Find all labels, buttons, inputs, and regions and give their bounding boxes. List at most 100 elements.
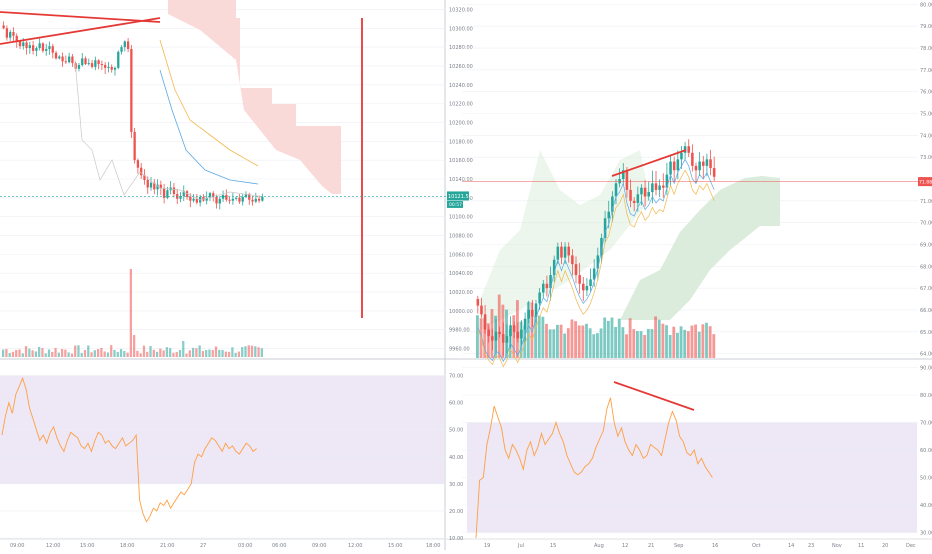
left-volume-bar — [169, 348, 172, 357]
left-candle-body — [71, 56, 74, 64]
left-volume-bar — [155, 351, 159, 357]
right-candle-body — [712, 168, 716, 177]
left-candle-body — [189, 196, 192, 201]
left-price-tick-label: 10180.00 — [449, 139, 473, 145]
right-volume-bar — [665, 325, 668, 358]
left-candle-body — [162, 188, 166, 198]
left-candle-body — [244, 194, 248, 197]
right-price-tick-label: 70.00 — [920, 221, 932, 227]
left-volume-bar — [195, 348, 198, 357]
left-volume-bar — [100, 347, 103, 357]
right-price-tick-label: 67.00 — [920, 286, 932, 292]
left-volume-bar — [146, 351, 149, 357]
right-volume-bar — [577, 325, 581, 358]
right-volume-bar — [646, 328, 650, 358]
left-price-tick-label: 10060.00 — [449, 252, 473, 258]
right-volume-bar — [712, 334, 716, 358]
left-price-tick-label: 10160.00 — [449, 158, 473, 164]
left-baseline-line — [159, 69, 259, 185]
left-price-tick-label: 10100.00 — [449, 215, 473, 221]
left-candle-body — [205, 197, 208, 201]
left-trendline-lower — [0, 17, 161, 45]
left-volume-bar — [113, 349, 116, 357]
right-candle-body — [512, 325, 516, 332]
right-volume-bar — [668, 334, 672, 358]
right-price-tick-label: 69.00 — [920, 242, 932, 248]
right-volume-bar — [650, 329, 654, 358]
right-candle-body — [691, 152, 694, 166]
right-volume-bar — [552, 329, 556, 358]
left-candle-body — [231, 198, 235, 201]
right-candle-body — [516, 331, 520, 339]
right-time-tick-label: 23 — [808, 543, 814, 549]
left-volume-bar — [47, 349, 51, 357]
left-candle-body — [140, 167, 143, 176]
left-volume-bar — [218, 349, 221, 357]
left-time-tick-label: 18:00 — [120, 543, 134, 549]
right-volume-bar — [581, 325, 585, 358]
right-price-tick-label: 75.00 — [920, 112, 932, 118]
left-candle-body — [130, 48, 133, 132]
left-volume-bar — [185, 353, 188, 357]
left-volume-bar — [165, 347, 169, 357]
left-candle-body — [218, 198, 221, 204]
left-volume-bar — [11, 351, 15, 357]
left-volume-bar — [60, 348, 64, 357]
left-volume-bar — [44, 353, 47, 357]
left-volume-bar — [188, 350, 191, 357]
left-volume-bar — [31, 350, 34, 357]
right-candle-body — [592, 268, 596, 280]
left-volume-bar — [205, 350, 208, 357]
left-candle-body — [25, 42, 28, 49]
left-volume-bar — [254, 346, 257, 357]
right-candle-body — [603, 218, 607, 238]
right-time-tick-label: 21 — [648, 543, 654, 549]
right-time-tick-label: Oct — [752, 543, 761, 549]
left-volume-bar — [159, 348, 162, 357]
right-volume-bar — [559, 324, 563, 358]
right-candle-body — [476, 299, 480, 306]
left-candle-body — [28, 45, 31, 49]
left-candle-body — [35, 48, 38, 51]
left-candle-body — [84, 58, 87, 65]
left-volume-bar — [15, 350, 18, 357]
left-candle-body — [153, 182, 156, 190]
right-volume-bar — [610, 317, 614, 358]
right-volume-bar — [588, 328, 592, 358]
right-volume-bar — [545, 323, 548, 358]
left-rsi-tick-label: 30.00 — [449, 482, 463, 488]
left-volume-bar — [87, 345, 90, 357]
left-volume-bar — [224, 351, 227, 357]
left-candle-body — [149, 182, 153, 188]
left-volume-bar — [74, 345, 77, 357]
right-price-tick-label: 74.00 — [920, 133, 932, 139]
left-candle-body — [228, 199, 231, 201]
right-candle-body — [687, 146, 690, 153]
left-candle-body — [254, 198, 257, 202]
right-candle-body — [556, 246, 560, 260]
left-rsi-tick-label: 20.00 — [449, 509, 463, 515]
left-candle-body — [54, 52, 58, 59]
left-volume-bar — [123, 351, 126, 357]
right-time-tick-label: Nov — [832, 543, 842, 549]
right-rsi-tick-label: 80.00 — [920, 393, 932, 399]
right-volume-bar — [661, 323, 665, 358]
left-volume-bar — [116, 351, 119, 357]
right-volume-bar — [639, 331, 643, 358]
left-volume-bar — [136, 350, 139, 357]
left-candle-body — [241, 196, 244, 202]
left-candle-body — [110, 66, 113, 70]
left-rsi-tick-label: 10.00 — [449, 536, 463, 542]
right-candle-body — [636, 194, 640, 204]
right-candle-body — [672, 161, 676, 171]
right-volume-bar — [621, 327, 625, 358]
left-candle-body — [58, 56, 61, 59]
right-candle-body — [567, 246, 570, 256]
left-price-tick-label: 10040.00 — [449, 271, 473, 277]
left-candle-body — [90, 63, 94, 67]
right-volume-bar — [570, 319, 574, 358]
right-price-tick-label: 66.00 — [920, 308, 932, 314]
left-rsi-tick-label: 60.00 — [449, 401, 463, 407]
left-volume-bar — [119, 349, 123, 357]
